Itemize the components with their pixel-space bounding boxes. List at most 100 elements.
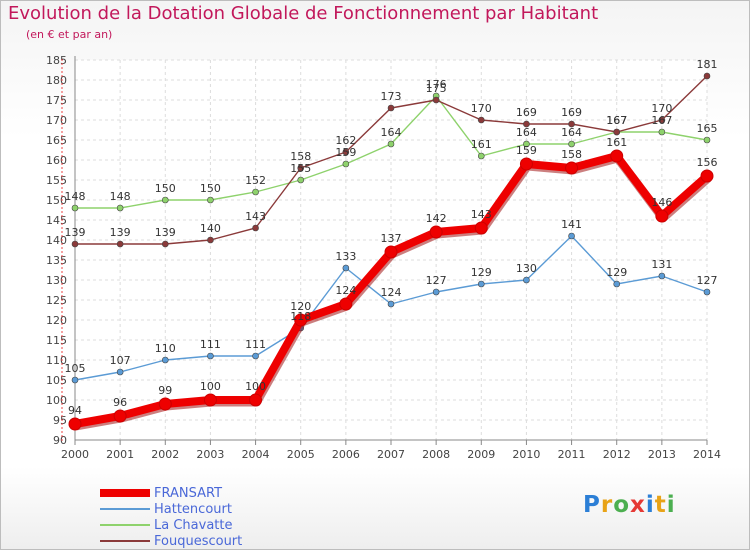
logo-letter: r bbox=[600, 492, 614, 518]
data-point-la-chavatte bbox=[116, 204, 124, 212]
data-label-fransart: 156 bbox=[697, 156, 718, 169]
data-label-fransart: 96 bbox=[113, 396, 127, 409]
data-label-fouquescourt: 170 bbox=[471, 102, 492, 115]
data-point-hattencourt bbox=[523, 276, 530, 284]
data-point-fransart bbox=[565, 161, 579, 175]
data-label-fouquescourt: 143 bbox=[245, 210, 266, 223]
legend-swatch bbox=[100, 524, 150, 526]
data-point-fransart bbox=[519, 157, 533, 171]
data-point-fouquescourt bbox=[252, 224, 259, 232]
data-label-fouquescourt: 139 bbox=[155, 226, 176, 239]
data-label-hattencourt: 127 bbox=[426, 274, 447, 287]
data-label-hattencourt: 127 bbox=[697, 274, 718, 287]
data-point-fouquescourt bbox=[297, 164, 305, 172]
logo-letter: i bbox=[645, 492, 655, 518]
y-tick-label: 115 bbox=[46, 334, 67, 347]
data-point-fouquescourt bbox=[342, 148, 350, 156]
data-point-fouquescourt bbox=[523, 120, 530, 128]
data-point-fouquescourt bbox=[207, 236, 214, 244]
data-point-fouquescourt bbox=[477, 116, 485, 124]
data-label-fouquescourt: 181 bbox=[697, 58, 718, 71]
x-tick-label: 2002 bbox=[151, 448, 179, 461]
data-label-fransart: 120 bbox=[290, 300, 311, 313]
data-point-hattencourt bbox=[342, 264, 350, 272]
x-tick-label: 2006 bbox=[332, 448, 360, 461]
logo-letter: t bbox=[654, 492, 667, 518]
data-point-fransart bbox=[610, 149, 624, 163]
chart-subtitle: (en € et par an) bbox=[26, 28, 113, 41]
data-point-hattencourt bbox=[613, 280, 621, 288]
data-point-fransart bbox=[203, 393, 217, 407]
data-label-fransart: 158 bbox=[561, 148, 582, 161]
data-point-hattencourt bbox=[658, 272, 666, 280]
data-label-hattencourt: 107 bbox=[110, 354, 131, 367]
data-label-hattencourt: 110 bbox=[155, 342, 176, 355]
data-label-la-chavatte: 155 bbox=[290, 162, 311, 175]
data-label-la-chavatte: 164 bbox=[561, 126, 582, 139]
y-tick-label: 100 bbox=[46, 394, 67, 407]
legend-swatch bbox=[100, 489, 150, 497]
y-tick-label: 165 bbox=[46, 134, 67, 147]
data-point-la-chavatte bbox=[568, 140, 575, 148]
data-point-la-chavatte bbox=[703, 136, 711, 144]
data-point-hattencourt bbox=[568, 232, 575, 240]
data-label-hattencourt: 131 bbox=[651, 258, 672, 271]
data-point-fransart bbox=[68, 417, 82, 431]
data-label-fouquescourt: 169 bbox=[561, 106, 582, 119]
legend-item-la-chavatte: La Chavatte bbox=[100, 517, 233, 533]
data-label-la-chavatte: 159 bbox=[335, 146, 356, 159]
logo-letter: o bbox=[613, 492, 631, 518]
data-point-fransart bbox=[700, 169, 714, 183]
x-tick-label: 2009 bbox=[467, 448, 495, 461]
series-lines bbox=[68, 72, 714, 431]
data-label-fransart: 94 bbox=[68, 404, 82, 417]
data-label-fransart: 159 bbox=[516, 144, 537, 157]
data-label-la-chavatte: 150 bbox=[155, 182, 176, 195]
data-label-la-chavatte: 167 bbox=[651, 114, 672, 127]
x-tick-label: 2005 bbox=[287, 448, 315, 461]
data-point-fransart bbox=[294, 313, 308, 327]
data-point-fouquescourt bbox=[387, 104, 395, 112]
y-tick-label: 130 bbox=[46, 274, 67, 287]
data-label-fouquescourt: 140 bbox=[200, 222, 221, 235]
data-label-fouquescourt: 169 bbox=[516, 106, 537, 119]
data-label-hattencourt: 105 bbox=[65, 362, 86, 375]
x-tick-label: 2012 bbox=[603, 448, 631, 461]
data-label-fouquescourt: 139 bbox=[110, 226, 131, 239]
data-label-hattencourt: 111 bbox=[200, 338, 221, 351]
legend-label: La Chavatte bbox=[154, 517, 233, 533]
data-point-fouquescourt bbox=[161, 240, 169, 248]
legend-item-fransart: FRANSART bbox=[100, 485, 223, 501]
data-label-fransart: 161 bbox=[606, 136, 627, 149]
data-point-la-chavatte bbox=[161, 196, 169, 204]
data-point-fransart bbox=[249, 393, 263, 407]
data-point-hattencourt bbox=[71, 376, 79, 384]
data-label-fouquescourt: 175 bbox=[426, 82, 447, 95]
data-label-fransart: 137 bbox=[381, 232, 402, 245]
data-point-fransart bbox=[158, 397, 172, 411]
data-point-hattencourt bbox=[161, 356, 169, 364]
data-point-la-chavatte bbox=[252, 188, 259, 196]
x-tick-label: 2008 bbox=[422, 448, 450, 461]
data-label-fouquescourt: 162 bbox=[335, 134, 356, 147]
data-point-hattencourt bbox=[252, 352, 259, 360]
data-point-fransart bbox=[655, 209, 669, 223]
data-label-fouquescourt: 158 bbox=[290, 150, 311, 163]
data-label-hattencourt: 141 bbox=[561, 218, 582, 231]
y-tick-label: 180 bbox=[46, 74, 67, 87]
y-tick-label: 170 bbox=[46, 114, 67, 127]
logo-letter: P bbox=[583, 492, 601, 518]
data-label-fransart: 142 bbox=[426, 212, 447, 225]
data-label-fouquescourt: 170 bbox=[651, 102, 672, 115]
legend-label: FRANSART bbox=[154, 485, 223, 501]
legend-swatch bbox=[100, 508, 150, 510]
data-point-la-chavatte bbox=[658, 128, 666, 136]
data-labels: 105 107 110 111 111 118 133 124 127 129 130 141 129 1… bbox=[65, 58, 718, 417]
data-label-la-chavatte: 152 bbox=[245, 174, 266, 187]
x-tick-label: 2003 bbox=[196, 448, 224, 461]
x-tick-label: 2011 bbox=[558, 448, 586, 461]
data-point-fouquescourt bbox=[613, 128, 621, 136]
data-point-fransart bbox=[113, 409, 127, 423]
data-point-fouquescourt bbox=[703, 72, 711, 80]
data-label-la-chavatte: 150 bbox=[200, 182, 221, 195]
